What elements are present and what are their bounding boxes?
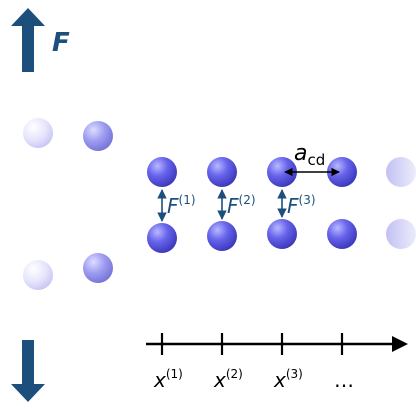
atom-bottom-5 xyxy=(386,219,416,249)
bond-force-sup-1: (1) xyxy=(179,193,196,207)
spacing-sub: cd xyxy=(307,151,325,169)
bond-force-sup-2: (2) xyxy=(239,193,256,207)
bond-force-sup-3: (3) xyxy=(299,193,316,207)
force-down-arrow-icon xyxy=(11,340,45,402)
atom-faded-top xyxy=(83,121,113,151)
bond-force-label-3: F xyxy=(287,194,299,218)
atom-top-2 xyxy=(207,157,237,187)
atom-faded-top-left xyxy=(23,118,53,148)
atom-top-4 xyxy=(327,157,357,187)
axis-label-3: x xyxy=(273,368,286,392)
svg-text:acd: acd xyxy=(294,141,325,169)
bond-force-label-1: F xyxy=(167,194,179,218)
axis-label-sup-3: (3) xyxy=(286,367,303,381)
atom-bottom-2 xyxy=(207,221,237,251)
atom-top-1 xyxy=(147,157,177,187)
svg-text:x(2): x(2) xyxy=(213,367,243,392)
atom-bottom-3 xyxy=(267,219,297,249)
force-up-arrow-icon xyxy=(11,8,45,72)
axis-label-1: x xyxy=(153,368,166,392)
svg-text:x(1): x(1) xyxy=(153,367,183,392)
atom-faded-bottom xyxy=(83,253,113,283)
force-label: F xyxy=(52,28,70,58)
atom-bottom-1 xyxy=(147,223,177,253)
atom-top-5 xyxy=(386,157,416,187)
svg-text:F(2): F(2) xyxy=(227,193,256,218)
atom-bottom-4 xyxy=(327,219,357,249)
axis-label-sup-2: (2) xyxy=(226,367,243,381)
atom-faded-bottom-left xyxy=(23,260,53,290)
atom-top-3 xyxy=(267,157,297,187)
svg-text:F(3): F(3) xyxy=(287,193,316,218)
bond-force-label-2: F xyxy=(227,194,239,218)
svg-text:F(1): F(1) xyxy=(167,193,196,218)
svg-text:x(3): x(3) xyxy=(273,367,303,392)
axis-label-sup-1: (1) xyxy=(166,367,183,381)
axis-label-2: x xyxy=(213,368,226,392)
spacing-label: a xyxy=(294,141,307,166)
axis-ellipsis: … xyxy=(334,368,354,392)
position-axis-arrowhead-icon xyxy=(392,336,408,352)
